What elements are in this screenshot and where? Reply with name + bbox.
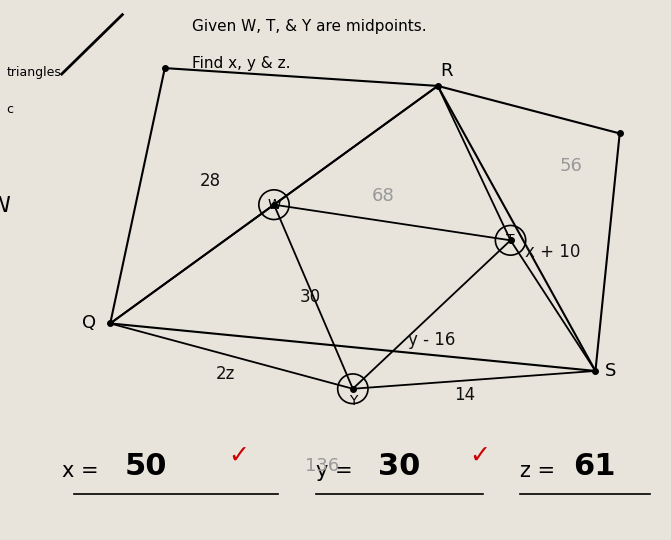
Text: W: W (267, 198, 281, 212)
Text: 30: 30 (300, 288, 321, 306)
Text: z =: z = (520, 461, 555, 481)
Text: y - 16: y - 16 (408, 331, 456, 349)
Text: 2z: 2z (216, 365, 235, 383)
Text: S: S (605, 362, 616, 380)
Text: x =: x = (62, 461, 99, 481)
Text: c: c (6, 103, 13, 116)
Text: 28: 28 (200, 172, 221, 190)
Text: 30: 30 (378, 452, 420, 481)
Text: Y: Y (349, 394, 357, 408)
Text: ✓: ✓ (227, 444, 249, 468)
Text: Q: Q (82, 314, 96, 333)
Text: 68: 68 (372, 187, 395, 205)
Text: 136: 136 (305, 457, 340, 475)
Text: triangles: triangles (6, 66, 61, 79)
Text: 61: 61 (573, 452, 615, 481)
Text: x + 10: x + 10 (525, 243, 580, 261)
Text: 50: 50 (124, 452, 166, 481)
Text: y =: y = (315, 461, 352, 481)
Text: Find x, y & z.: Find x, y & z. (192, 56, 291, 71)
Text: 56: 56 (560, 157, 582, 175)
Text: T: T (507, 233, 515, 247)
Text: N: N (0, 196, 11, 216)
Text: 14: 14 (454, 386, 476, 404)
Text: R: R (441, 62, 453, 80)
Text: ✓: ✓ (469, 444, 490, 468)
Text: Given W, T, & Y are midpoints.: Given W, T, & Y are midpoints. (192, 19, 427, 34)
